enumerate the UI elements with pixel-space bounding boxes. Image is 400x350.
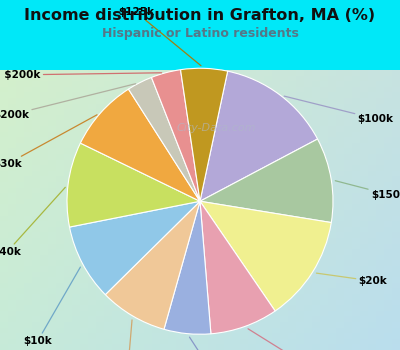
Text: $50k: $50k xyxy=(112,320,141,350)
Wedge shape xyxy=(200,71,318,201)
Wedge shape xyxy=(67,143,200,227)
Text: Income distribution in Grafton, MA (%): Income distribution in Grafton, MA (%) xyxy=(24,8,376,23)
Text: $125k: $125k xyxy=(118,7,201,66)
Text: City-Data.com: City-Data.com xyxy=(177,123,256,133)
Text: $60k: $60k xyxy=(248,329,318,350)
Text: $10k: $10k xyxy=(23,267,80,346)
Text: $200k: $200k xyxy=(0,84,136,120)
Wedge shape xyxy=(128,77,200,201)
Text: > $200k: > $200k xyxy=(0,70,162,80)
Wedge shape xyxy=(152,70,200,201)
Text: $75k: $75k xyxy=(190,337,238,350)
Wedge shape xyxy=(70,201,200,295)
Text: $20k: $20k xyxy=(316,273,387,286)
Text: $40k: $40k xyxy=(0,187,65,257)
Wedge shape xyxy=(80,89,200,201)
Text: $30k: $30k xyxy=(0,115,97,169)
Wedge shape xyxy=(200,201,275,334)
Text: $100k: $100k xyxy=(284,96,394,124)
Wedge shape xyxy=(164,201,211,334)
Wedge shape xyxy=(200,139,333,223)
Wedge shape xyxy=(200,201,331,311)
Text: $150k: $150k xyxy=(335,181,400,199)
Text: Hispanic or Latino residents: Hispanic or Latino residents xyxy=(102,27,298,40)
Wedge shape xyxy=(180,68,228,201)
Wedge shape xyxy=(105,201,200,329)
